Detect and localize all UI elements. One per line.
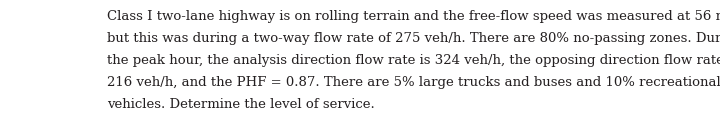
- Text: but this was during a two-way flow rate of 275 veh/h. There are 80% no-passing z: but this was during a two-way flow rate …: [107, 32, 720, 45]
- Text: vehicles. Determine the level of service.: vehicles. Determine the level of service…: [107, 98, 374, 111]
- Text: 216 veh/h, and the PHF = 0.87. There are 5% large trucks and buses and 10% recre: 216 veh/h, and the PHF = 0.87. There are…: [107, 76, 720, 89]
- Text: the peak hour, the analysis direction flow rate is 324 veh/h, the opposing direc: the peak hour, the analysis direction fl…: [107, 54, 720, 67]
- Text: Class I two-lane highway is on rolling terrain and the free-flow speed was measu: Class I two-lane highway is on rolling t…: [107, 10, 720, 23]
